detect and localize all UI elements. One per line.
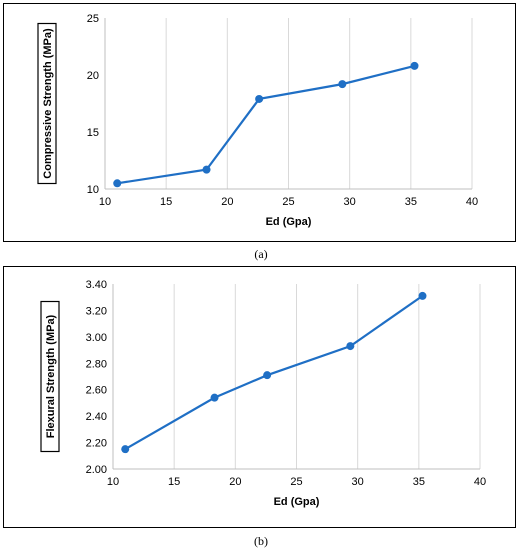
chart-b-x-tick-label: 15 — [168, 476, 180, 488]
chart-a-data-point — [338, 80, 347, 89]
chart-a-x-tick-label: 25 — [282, 196, 294, 208]
chart-b-x-tick-label: 35 — [413, 476, 425, 488]
chart-a-svg: 10 15 20 25 30 35 40 10 15 20 25 Ed (Gpa) Compressiv… — [37, 13, 478, 228]
chart-b-data-point — [418, 291, 427, 300]
chart-b-y-tick-label: 2.40 — [86, 411, 107, 423]
chart-a-y-tick-label: 15 — [87, 127, 99, 139]
chart-b-series-line — [124, 294, 424, 451]
chart-b-x-axis-title: Ed (Gpa) — [274, 496, 320, 508]
chart-b-x-tick-label: 40 — [474, 476, 486, 488]
chart-a-x-axis-title: Ed (Gpa) — [266, 216, 312, 228]
chart-b-x-tick-label: 10 — [107, 476, 119, 488]
chart-b-x-tick-label: 25 — [290, 476, 302, 488]
chart-a-data-point — [255, 94, 264, 103]
chart-b-svg: 10 15 20 25 30 35 40 2.00 2.20 2.40 2.60 2.80 3.00 3.… — [40, 279, 486, 508]
chart-b-y-axis-title: Flexural Strength (MPa) — [45, 314, 57, 438]
chart-a-y-axis-title-box — [37, 22, 57, 185]
chart-b-x-tick-label: 30 — [352, 476, 364, 488]
caption-a: (a) — [254, 247, 268, 261]
chart-b-y-axis-title-box — [40, 300, 60, 453]
chart-b-x-tick-label: 20 — [229, 476, 241, 488]
chart-a-y-tick-label: 20 — [87, 70, 99, 82]
chart-b-y-tick-label: 3.40 — [86, 279, 107, 291]
chart-a-data-point — [113, 179, 122, 188]
chart-b-data-point — [346, 342, 355, 351]
chart-b-y-tick-label: 2.60 — [86, 385, 107, 397]
chart-a-y-tick-label: 25 — [87, 13, 99, 25]
chart-b-data-point — [210, 393, 219, 402]
caption-b: (b) — [254, 534, 268, 548]
chart-a-y-axis-title-group: Compressive Strength (MPa) — [37, 22, 57, 185]
chart-a-x-tick-label: 30 — [344, 196, 356, 208]
chart-b-y-tick-label: 2.00 — [86, 464, 107, 476]
chart-a-x-tick-label: 35 — [405, 196, 417, 208]
chart-panel-b: 10 15 20 25 30 35 40 2.00 2.20 2.40 2.60 2.80 3.00 3.… — [3, 266, 516, 528]
chart-a-x-tick-label: 15 — [160, 196, 172, 208]
chart-a-data-point — [410, 61, 419, 70]
chart-b-y-tick-label: 2.80 — [86, 358, 107, 370]
chart-a-y-tick-label: 10 — [87, 184, 99, 196]
chart-panel-a: 10 15 20 25 30 35 40 10 15 20 25 Ed (Gpa) Compressiv… — [3, 3, 516, 242]
chart-b-data-point — [263, 371, 272, 380]
chart-b-y-axis-title-group: Flexural Strength (MPa) — [40, 300, 60, 453]
chart-b-y-tick-label: 3.20 — [86, 305, 107, 317]
chart-b-data-point — [121, 445, 130, 454]
chart-b-y-tick-label: 3.00 — [86, 332, 107, 344]
chart-b-y-tick-label: 2.20 — [86, 438, 107, 450]
chart-a-y-axis-title: Compressive Strength (MPa) — [42, 28, 54, 179]
chart-a-series-line — [117, 64, 415, 185]
chart-a-x-tick-label: 10 — [99, 196, 111, 208]
chart-a-data-point — [202, 165, 211, 174]
chart-a-x-tick-label: 20 — [221, 196, 233, 208]
chart-a-x-tick-label: 40 — [466, 196, 478, 208]
